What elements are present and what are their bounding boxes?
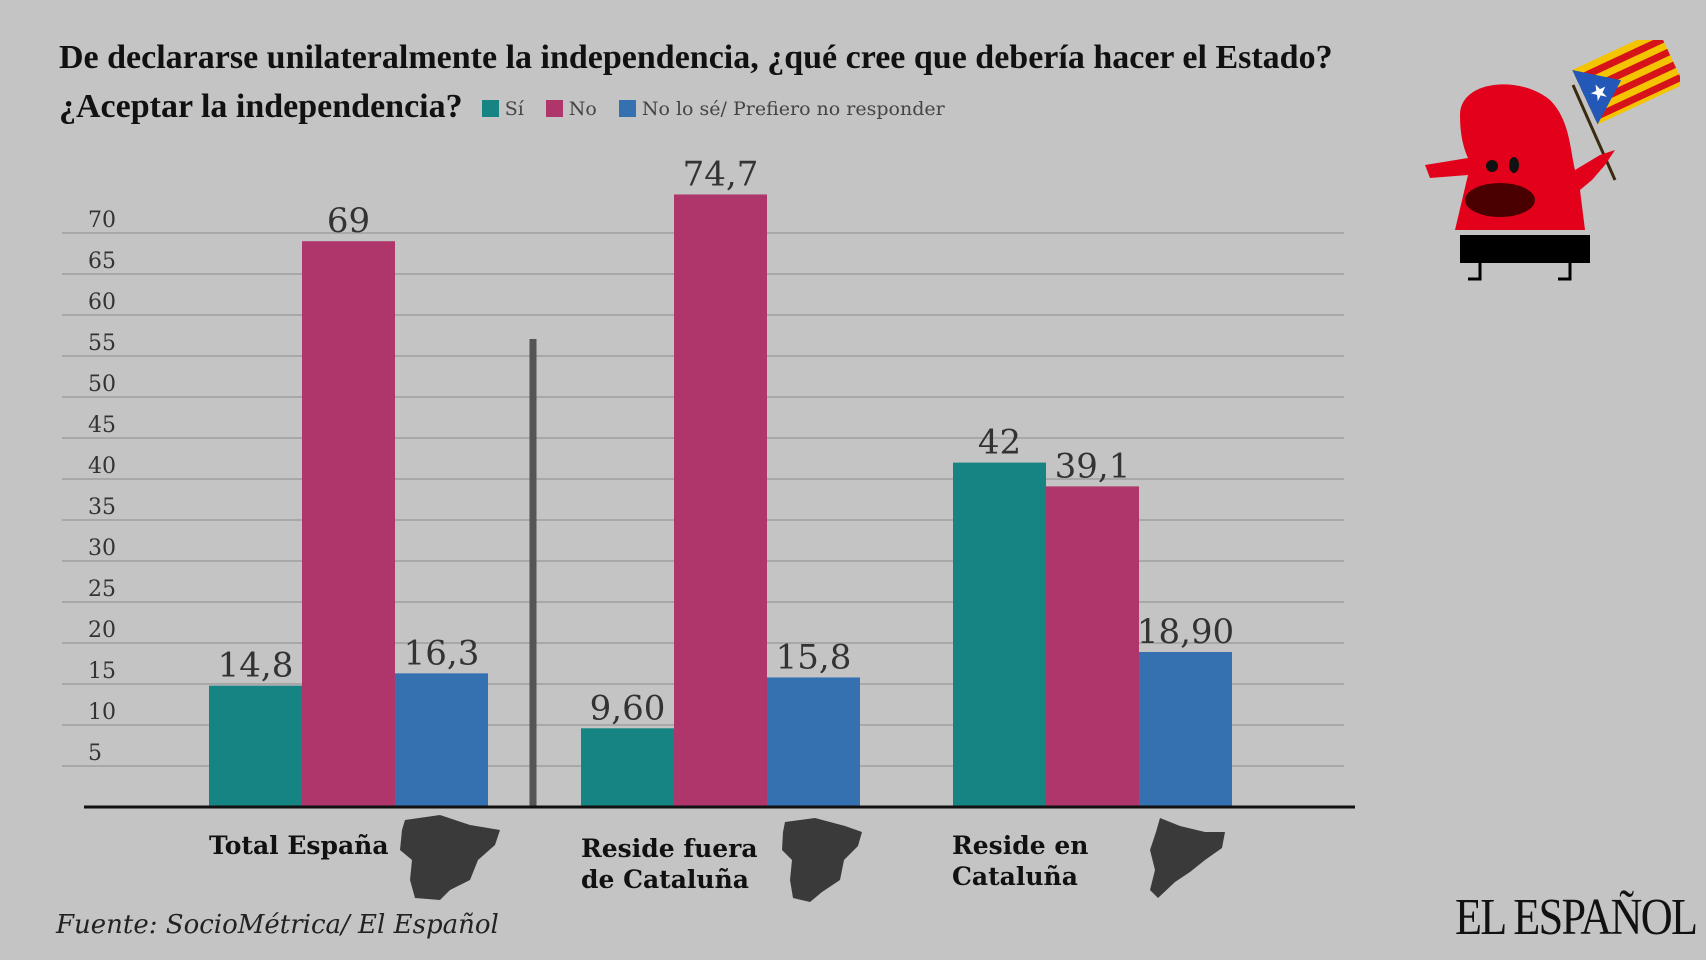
bar	[767, 677, 860, 807]
data-label: 18,90	[1137, 612, 1234, 652]
data-label: 16,3	[404, 633, 480, 673]
bar	[674, 194, 767, 807]
legend-item-si: Sí	[481, 97, 524, 121]
legend-swatch	[618, 100, 636, 117]
source-note: Fuente: SocioMétrica/ El Español	[56, 910, 499, 940]
data-label: 39,1	[1055, 446, 1131, 486]
data-label: 9,60	[590, 688, 666, 728]
y-tick-label: 20	[88, 618, 116, 643]
bar	[581, 728, 674, 807]
legend-swatch	[481, 100, 499, 117]
bar	[395, 673, 488, 807]
legend-item-nsnc: No lo sé/ Prefiero no responder	[618, 97, 945, 121]
bar	[302, 241, 395, 807]
y-tick-label: 70	[88, 208, 116, 233]
category-label: Reside en Cataluña	[952, 831, 1089, 891]
data-label: 69	[327, 201, 370, 241]
y-tick-label: 45	[88, 413, 116, 438]
legend-label: No lo sé/ Prefiero no responder	[641, 97, 945, 120]
y-tick-label: 10	[88, 700, 116, 725]
bar	[1139, 652, 1232, 807]
legend-label: No	[568, 97, 597, 120]
legend: Sí No No lo sé/ Prefiero no responder	[481, 97, 945, 121]
chart-title: De declararse unilateralmente la indepen…	[59, 39, 1333, 125]
bar	[209, 685, 302, 807]
data-label: 15,8	[776, 637, 852, 677]
y-tick-label: 60	[88, 290, 116, 315]
el-espanol-logo: EL ESPAÑOL	[1455, 889, 1698, 946]
category-label: Total España	[209, 831, 389, 860]
y-tick-label: 30	[88, 536, 116, 561]
y-tick-label: 15	[88, 659, 116, 684]
chart-header: De declararse unilateralmente la indepen…	[59, 36, 1359, 134]
legend-swatch	[545, 100, 563, 117]
y-tick-label: 65	[88, 249, 116, 274]
data-label: 74,7	[683, 154, 759, 194]
legend-item-no: No	[545, 97, 597, 121]
y-tick-label: 25	[88, 577, 116, 602]
data-label: 42	[978, 423, 1021, 463]
mascot-with-estelada-flag-icon	[1425, 40, 1680, 281]
y-tick-label: 5	[88, 741, 102, 766]
y-tick-label: 55	[88, 331, 116, 356]
category-label: Reside fuera de Cataluña	[581, 834, 758, 894]
y-tick-label: 35	[88, 495, 116, 520]
y-tick-label: 50	[88, 372, 116, 397]
data-label: 14,8	[218, 646, 294, 686]
catalonia-map-icon	[1150, 818, 1225, 898]
bar	[1046, 486, 1139, 807]
spain-map-icon	[400, 815, 500, 900]
bar	[953, 462, 1046, 807]
spain-map-icon	[782, 818, 862, 902]
legend-label: Sí	[504, 97, 524, 120]
y-tick-label: 40	[88, 454, 116, 479]
